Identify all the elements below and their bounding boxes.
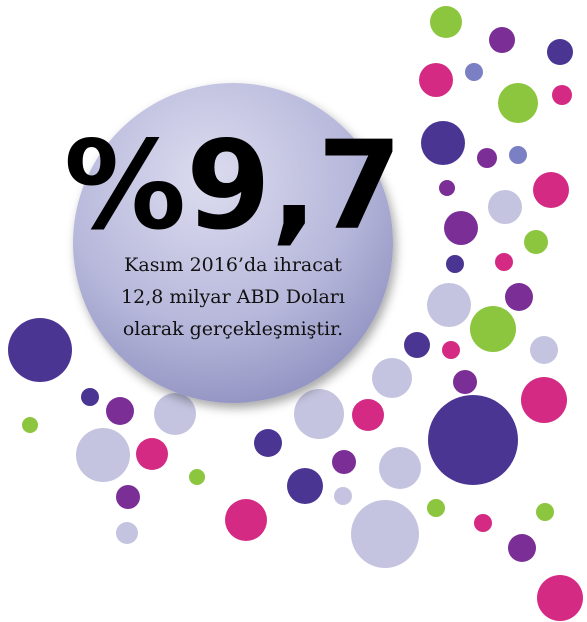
- body-line: Kasım 2016’da ihracat: [124, 254, 342, 276]
- body-line: olarak gerçekleşmiştir.: [123, 318, 343, 340]
- headline: %9,7: [64, 115, 402, 257]
- page: %9,7 Kasım 2016’da ihracat 12,8 milyar A…: [0, 0, 587, 622]
- body-line: 12,8 milyar ABD Doları: [121, 286, 345, 308]
- infographic: %9,7 Kasım 2016’da ihracat 12,8 milyar A…: [0, 0, 587, 622]
